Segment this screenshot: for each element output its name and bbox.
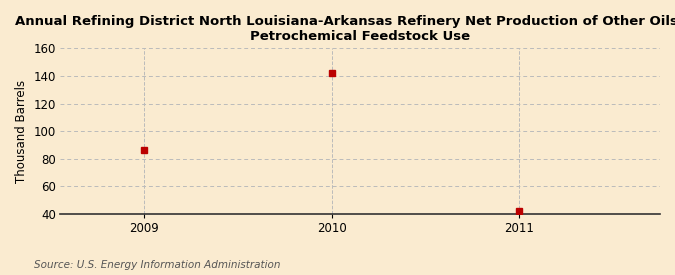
Y-axis label: Thousand Barrels: Thousand Barrels (15, 79, 28, 183)
Title: Annual Refining District North Louisiana-Arkansas Refinery Net Production of Oth: Annual Refining District North Louisiana… (16, 15, 675, 43)
Text: Source: U.S. Energy Information Administration: Source: U.S. Energy Information Administ… (34, 260, 280, 270)
